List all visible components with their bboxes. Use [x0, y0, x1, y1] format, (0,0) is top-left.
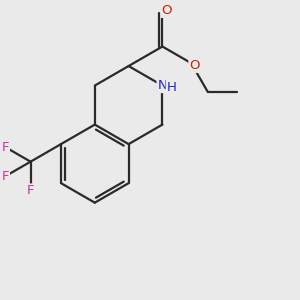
Text: O: O [161, 4, 172, 17]
Text: H: H [167, 80, 177, 94]
Text: N: N [158, 79, 167, 92]
Text: O: O [189, 59, 200, 72]
Text: F: F [2, 140, 9, 154]
Text: F: F [2, 170, 9, 183]
Text: F: F [27, 184, 34, 197]
